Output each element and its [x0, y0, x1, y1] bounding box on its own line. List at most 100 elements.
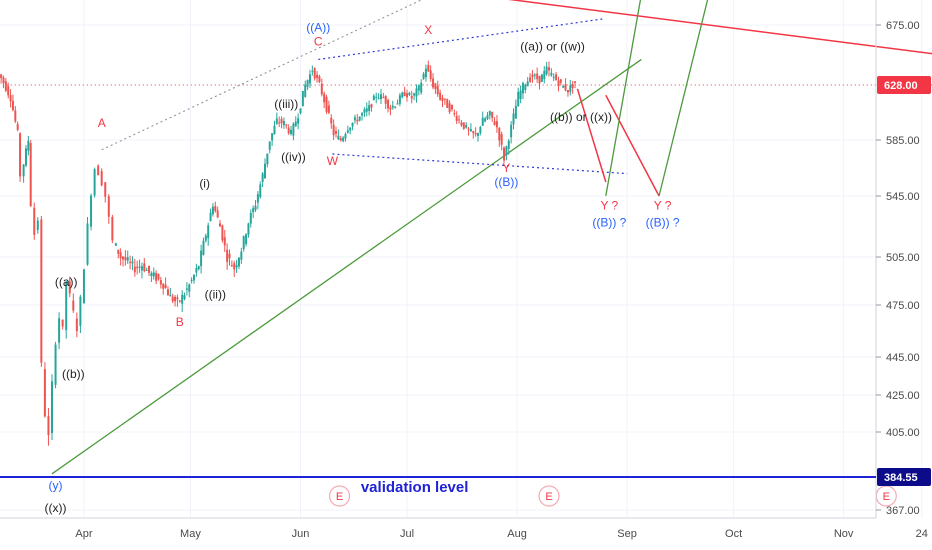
candle-body [472, 131, 475, 134]
candle-body [323, 93, 326, 103]
candle-body [268, 141, 271, 150]
wave-label: ((b)) [62, 367, 85, 381]
candle-body [377, 98, 380, 100]
candle-body [443, 98, 446, 100]
candle-body [379, 94, 382, 100]
event-marker [538, 485, 560, 507]
candle-body [488, 111, 491, 116]
candle-body [448, 103, 451, 113]
candle-body [507, 140, 510, 149]
candle-body [290, 129, 293, 135]
candles [0, 60, 577, 446]
trendline [605, 94, 660, 197]
candle-body [479, 127, 482, 134]
candle-body [512, 113, 515, 125]
candle-body [417, 85, 420, 91]
candle-body [122, 256, 124, 260]
invalidation-label: validation level [361, 479, 469, 496]
date-tick-label: Nov [834, 528, 854, 540]
candle-body [228, 253, 231, 259]
candle-body [178, 300, 181, 302]
candle-body [162, 283, 165, 289]
candle-body [140, 266, 143, 271]
wave-label: Y ? [654, 199, 672, 213]
candle-body [209, 212, 212, 222]
candle-body [311, 71, 314, 73]
candle-body [325, 96, 328, 112]
candle-body [273, 125, 276, 135]
candle-body [51, 381, 53, 433]
candle-body [111, 216, 114, 241]
candle-body [500, 134, 503, 145]
price-tick-label: 445.00 [886, 352, 920, 364]
candle-body [491, 111, 494, 118]
candle-body [97, 165, 100, 176]
candle-body [536, 73, 539, 80]
trendline [332, 153, 628, 175]
candle-body [266, 153, 269, 165]
wave-label: ((B)) [494, 175, 518, 189]
candle-body [75, 318, 78, 332]
candle-body [43, 369, 46, 417]
candle-body [460, 122, 463, 126]
candle-body [242, 236, 245, 250]
candle-body [301, 90, 304, 107]
wave-label: (i) [199, 177, 210, 191]
candle-body [398, 95, 401, 104]
candle-body [462, 122, 465, 129]
candle-body [342, 137, 345, 142]
candle-body [11, 100, 14, 111]
candle-body [365, 108, 368, 112]
candle-body [548, 67, 550, 71]
price-axis[interactable]: 675.00 585.00 545.00 505.00 475.00 445.00 425.… [876, 20, 920, 517]
candle-body [72, 300, 75, 311]
candle-body [7, 86, 10, 96]
candle-body [432, 78, 435, 88]
wave-label: Y [502, 161, 510, 175]
price-tick-label: 505.00 [886, 252, 920, 264]
trendline [658, 0, 709, 197]
trendline [508, 0, 932, 55]
price-tick-label: 675.00 [886, 20, 920, 32]
candle-body [351, 122, 354, 127]
candle-body [410, 96, 413, 99]
candle-body [54, 344, 57, 385]
candle-body [90, 195, 93, 227]
candle-body [68, 281, 71, 294]
trendline [51, 58, 642, 475]
candle-body [278, 122, 281, 124]
candle-body [148, 265, 151, 273]
time-axis[interactable]: Apr May Jun Jul Aug Sep Oct Nov 24 [75, 528, 927, 540]
candle-body [136, 266, 139, 269]
price-tag-box [877, 468, 931, 486]
candle-body [313, 68, 316, 79]
candle-body [256, 194, 259, 203]
candle-body [124, 257, 127, 261]
candle-body [254, 205, 257, 211]
candle-body [169, 294, 172, 297]
candle-body [517, 91, 520, 107]
candle-body [543, 71, 546, 80]
candle-body [202, 240, 205, 255]
candle-body [2, 77, 5, 84]
candle-body [446, 99, 449, 108]
candle-body [237, 257, 240, 267]
candle-body [358, 116, 361, 121]
candle-body [33, 207, 36, 235]
candle-body [519, 90, 522, 100]
candle-body [58, 318, 61, 343]
candle-body [559, 79, 562, 83]
wave-label: ((ii)) [205, 288, 226, 302]
candle-body [498, 127, 501, 141]
trendlines [0, 0, 932, 475]
candle-body [363, 109, 366, 113]
candle-body [571, 84, 574, 89]
candle-body [24, 148, 27, 166]
candle-body [275, 118, 278, 124]
candle-body [450, 104, 453, 110]
horizontal-grid [0, 24, 876, 511]
candle-body [455, 116, 458, 121]
candle-body [330, 117, 333, 124]
candle-body [453, 113, 456, 115]
